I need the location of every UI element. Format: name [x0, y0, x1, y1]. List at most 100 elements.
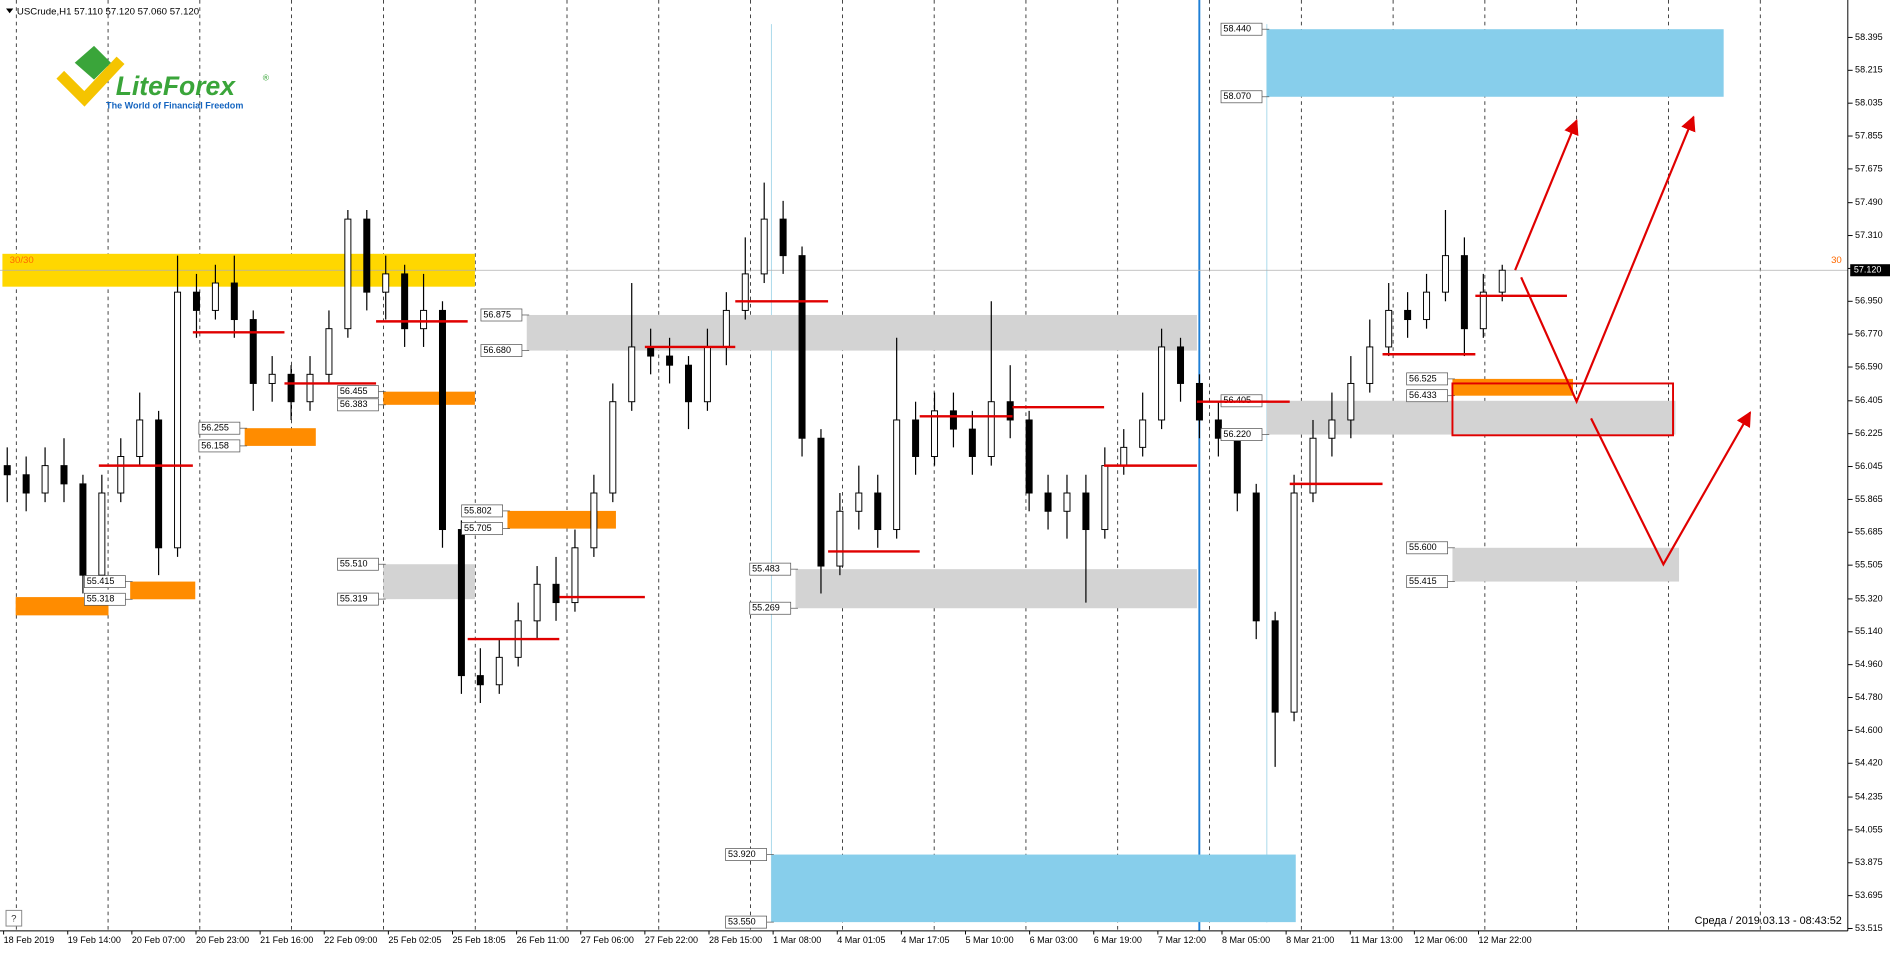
- x-tick-label: 8 Mar 21:00: [1286, 935, 1334, 945]
- y-tick-label: 54.055: [1855, 824, 1883, 834]
- current-price-label: 57.120: [1854, 265, 1882, 275]
- zone-label: 55.415: [1409, 576, 1437, 586]
- y-tick-label: 56.045: [1855, 461, 1883, 471]
- candle-body: [1366, 346, 1374, 384]
- candle-body: [325, 328, 333, 375]
- candle-body: [211, 282, 219, 311]
- candle-body: [1101, 465, 1109, 531]
- zone: [526, 314, 1197, 351]
- zone-label: 55.802: [464, 505, 492, 515]
- y-tick-label: 56.590: [1855, 361, 1883, 371]
- candle-body: [912, 419, 920, 457]
- candle-body: [609, 401, 617, 494]
- help-label[interactable]: ?: [11, 913, 16, 924]
- candle-body: [1006, 401, 1014, 421]
- candle-body: [1233, 437, 1241, 494]
- zone-label: 53.550: [728, 917, 756, 927]
- footer-datetime: Среда / 2019.03.13 - 08:43:52: [1695, 915, 1842, 927]
- candle-body: [136, 419, 144, 457]
- y-tick-label: 58.215: [1855, 65, 1883, 75]
- zone-label-box: [749, 601, 792, 615]
- zone-label-box: [480, 344, 523, 357]
- x-tick-label: 20 Feb 07:00: [132, 935, 185, 945]
- zone: [383, 391, 475, 405]
- candle-body: [666, 355, 674, 366]
- candle-body: [1271, 620, 1279, 713]
- x-tick-label: 20 Feb 23:00: [196, 935, 249, 945]
- x-tick-label: 27 Feb 06:00: [581, 935, 634, 945]
- zone-label-box: [1406, 541, 1448, 555]
- x-tick-label: 19 Feb 14:00: [68, 935, 121, 945]
- candle-body: [703, 346, 711, 403]
- y-tick-label: 55.140: [1855, 626, 1883, 636]
- candle-body: [931, 410, 939, 457]
- y-tick-label: 53.695: [1855, 890, 1883, 900]
- candle-body: [1025, 419, 1033, 494]
- candle-body: [495, 656, 503, 686]
- candle-body: [893, 419, 901, 531]
- zone-label: 58.440: [1223, 24, 1251, 34]
- x-tick-label: 4 Mar 17:05: [901, 935, 949, 945]
- candle-body: [306, 373, 314, 403]
- candle-body: [457, 529, 465, 677]
- logo-diamond: [74, 45, 111, 80]
- zone-label: 56.383: [340, 399, 368, 409]
- zone-label: 56.220: [1223, 429, 1251, 439]
- zone-label-box: [725, 848, 767, 861]
- zone-label-box: [337, 398, 379, 412]
- candle-body: [117, 456, 125, 494]
- y-tick-label: 55.865: [1855, 494, 1883, 504]
- candle-body: [268, 373, 276, 384]
- zone-label-box: [337, 557, 379, 571]
- y-tick-label: 53.515: [1855, 923, 1883, 933]
- logo: LiteForex ® The World of Financial Freed…: [56, 45, 270, 111]
- zone-label-box: [1406, 372, 1448, 386]
- zone-label-box: [198, 421, 241, 435]
- zone-label-box: [84, 575, 126, 588]
- candle-body: [571, 547, 579, 604]
- arrow: [1590, 411, 1752, 567]
- y-tick-label: 57.310: [1855, 230, 1883, 240]
- x-tick-label: 18 Feb 2019: [4, 935, 55, 945]
- candle-body: [363, 218, 371, 293]
- zone-label-box: [725, 915, 767, 929]
- y-tick-label: 56.405: [1855, 395, 1883, 405]
- x-tick-label: 21 Feb 16:00: [260, 935, 313, 945]
- candle-body: [1120, 446, 1128, 467]
- zone-label: 55.705: [464, 523, 492, 533]
- x-tick-label: 25 Feb 18:05: [452, 935, 505, 945]
- zone-label: 56.525: [1409, 373, 1437, 383]
- candle-body: [1309, 437, 1317, 494]
- zone-label: 53.920: [728, 849, 756, 859]
- zone-label-box: [337, 592, 379, 606]
- logo-name: LiteForex: [116, 71, 237, 101]
- candle-body: [155, 419, 163, 549]
- y-tick-label: 54.235: [1855, 791, 1883, 801]
- candle-body: [855, 492, 863, 512]
- candle-body: [438, 309, 446, 531]
- help-button[interactable]: [5, 909, 23, 927]
- zone-label: 55.319: [340, 593, 368, 603]
- candle-body: [987, 401, 995, 457]
- candle-body: [1158, 346, 1166, 421]
- x-tick-label: 25 Feb 02:05: [388, 935, 441, 945]
- x-tick-label: 7 Mar 12:00: [1158, 935, 1206, 945]
- timer-right: 30: [1831, 255, 1842, 266]
- logo-tagline: The World of Financial Freedom: [106, 101, 243, 111]
- zone-label: 56.158: [201, 440, 229, 450]
- x-tick-label: 1 Mar 08:00: [773, 935, 821, 945]
- zone-label-box: [1220, 428, 1263, 441]
- y-tick-label: 58.035: [1855, 98, 1883, 108]
- arrow: [1520, 115, 1696, 405]
- candle-body: [1498, 269, 1506, 293]
- y-tick-label: 55.320: [1855, 593, 1883, 603]
- x-tick-label: 27 Feb 22:00: [645, 935, 698, 945]
- candle-body: [1063, 492, 1071, 512]
- zone-label: 55.510: [340, 559, 368, 569]
- zone-label: 56.405: [1223, 395, 1251, 405]
- candle-body: [647, 346, 655, 357]
- zone: [507, 510, 616, 529]
